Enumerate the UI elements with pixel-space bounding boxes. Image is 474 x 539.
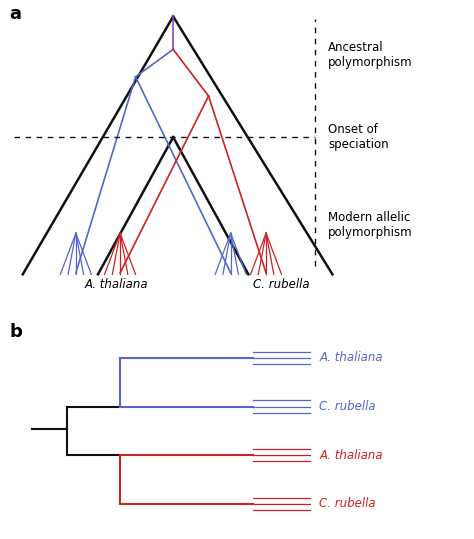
Text: Onset of
speciation: Onset of speciation <box>328 123 389 151</box>
Text: Ancestral
polymorphism: Ancestral polymorphism <box>328 41 413 69</box>
Text: A. thaliana: A. thaliana <box>319 351 383 364</box>
Text: C. rubella: C. rubella <box>319 497 376 510</box>
Text: b: b <box>9 323 22 341</box>
Text: C. rubella: C. rubella <box>319 400 376 413</box>
Text: Modern allelic
polymorphism: Modern allelic polymorphism <box>328 211 413 239</box>
Text: C. rubella: C. rubella <box>253 278 310 291</box>
Text: a: a <box>9 5 21 24</box>
Text: A. thaliana: A. thaliana <box>85 278 148 291</box>
Text: A. thaliana: A. thaliana <box>319 448 383 461</box>
